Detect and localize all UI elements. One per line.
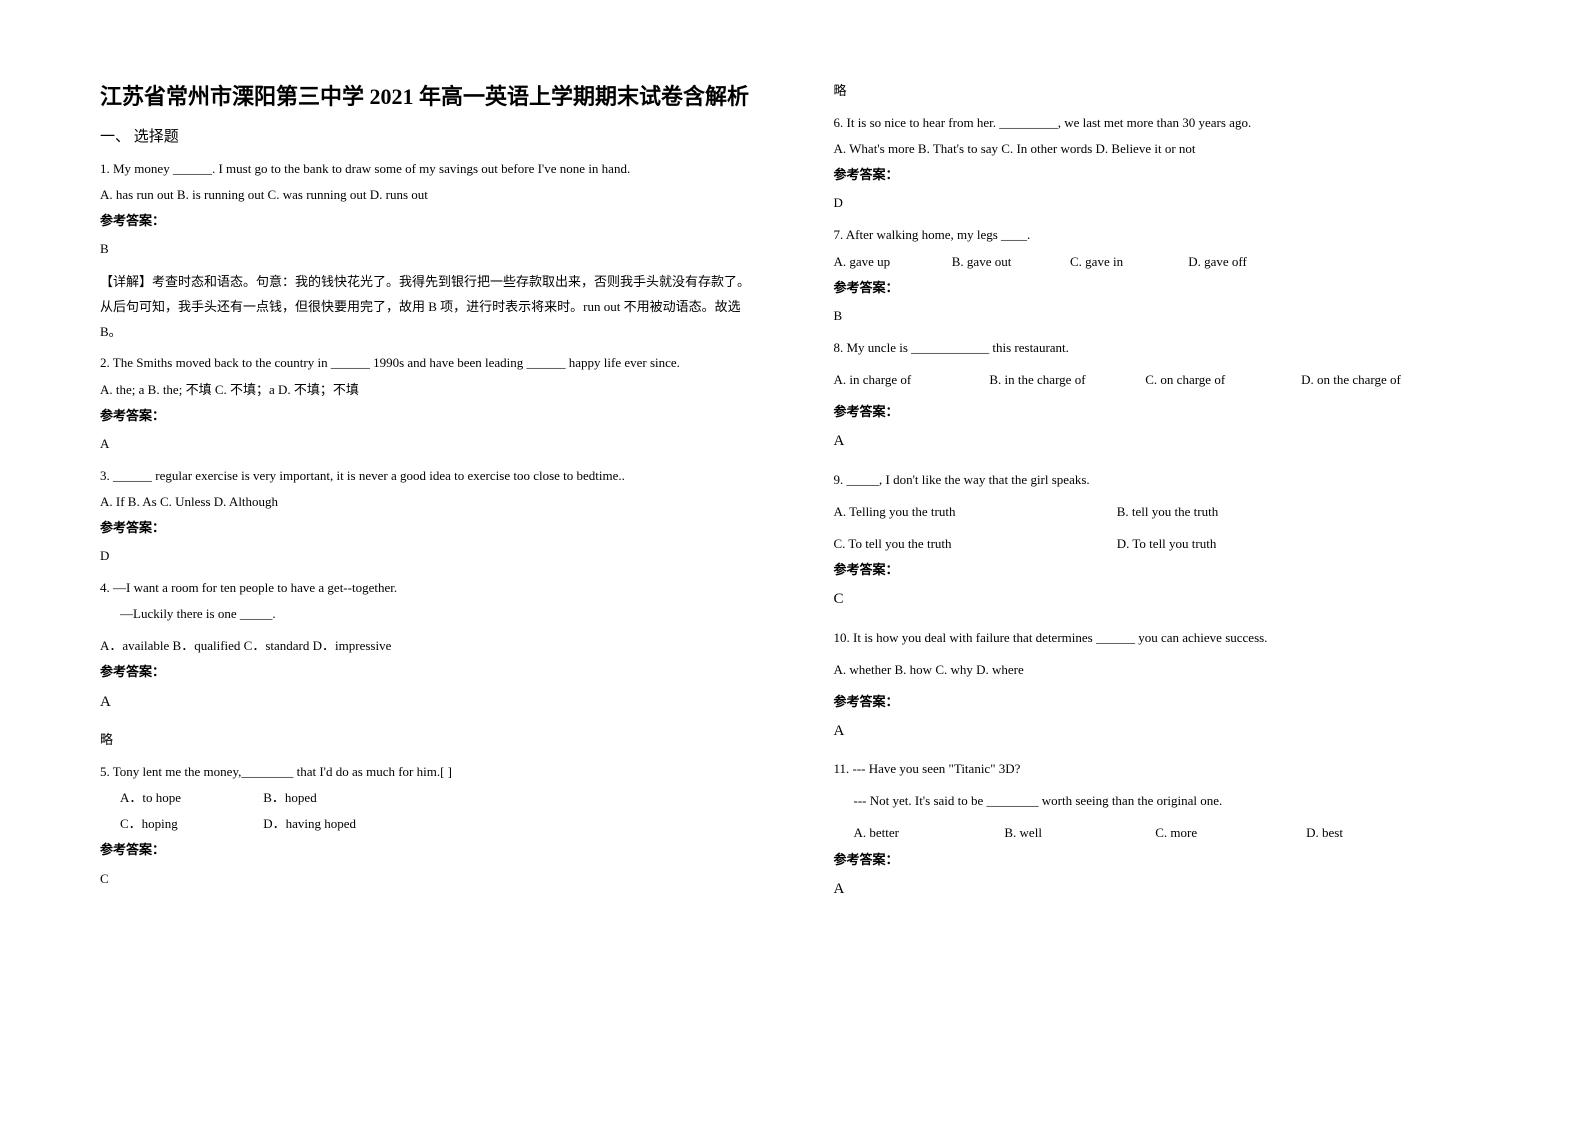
q1-options: A. has run out B. is running out C. was … [100, 184, 754, 206]
q1-explanation: 【详解】考查时态和语态。句意：我的钱快花光了。我得先到银行把一些存款取出来，否则… [100, 270, 754, 344]
q7-optB: B. gave out [952, 251, 1067, 273]
q3-answer: D [100, 545, 754, 567]
q5-note: 略 [834, 80, 1488, 102]
q5-optD: D．having hoped [263, 816, 356, 831]
q6-stem: 6. It is so nice to hear from her. _____… [834, 112, 1488, 134]
q2-options: A. the; a B. the; 不填 C. 不填；a D. 不填；不填 [100, 379, 754, 401]
page-content: 江苏省常州市溧阳第三中学 2021 年高一英语上学期期末试卷含解析 一、 选择题… [100, 80, 1487, 916]
q8-options: A. in charge of B. in the charge of C. o… [834, 369, 1488, 391]
q4-answer: A [100, 690, 754, 716]
q4-note: 略 [100, 729, 754, 751]
q8-optC: C. on charge of [1145, 369, 1301, 391]
q7-optC: C. gave in [1070, 251, 1185, 273]
q6-answer: D [834, 192, 1488, 214]
q11-optA: A. better [854, 822, 1005, 844]
q9-optA: A. Telling you the truth [834, 501, 1114, 523]
q1-stem: 1. My money ______. I must go to the ban… [100, 158, 754, 180]
q9-optC: C. To tell you the truth [834, 533, 1114, 555]
q7-stem: 7. After walking home, my legs ____. [834, 224, 1488, 246]
q9-options-row1: A. Telling you the truth B. tell you the… [834, 501, 1488, 523]
q5-answer-label: 参考答案： [100, 839, 754, 861]
q4-stem: 4. —I want a room for ten people to have… [100, 577, 754, 599]
q7-answer-label: 参考答案： [834, 277, 1488, 299]
q11-answer-label: 参考答案： [834, 849, 1488, 871]
q7-answer: B [834, 305, 1488, 327]
section-header: 一、 选择题 [100, 125, 754, 146]
q11-optD: D. best [1306, 822, 1457, 844]
q5-options-row1: A．to hope B．hoped [120, 787, 754, 809]
q5-optA: A．to hope [120, 787, 260, 809]
q8-optB: B. in the charge of [989, 369, 1145, 391]
q8-optA: A. in charge of [834, 369, 990, 391]
q8-optD: D. on the charge of [1301, 369, 1457, 391]
q6-options: A. What's more B. That's to say C. In ot… [834, 138, 1488, 160]
q5-options-row2: C．hoping D．having hoped [120, 813, 754, 835]
q7-optD: D. gave off [1188, 254, 1247, 269]
q4-answer-label: 参考答案： [100, 661, 754, 683]
right-column: 略 6. It is so nice to hear from her. ___… [834, 80, 1488, 916]
q11-stem2: --- Not yet. It's said to be ________ wo… [854, 790, 1488, 812]
q5-optC: C．hoping [120, 813, 260, 835]
q9-optB: B. tell you the truth [1117, 504, 1218, 519]
q2-stem: 2. The Smiths moved back to the country … [100, 352, 754, 374]
q3-options: A. If B. As C. Unless D. Although [100, 491, 754, 513]
q3-answer-label: 参考答案： [100, 517, 754, 539]
q2-answer-label: 参考答案： [100, 405, 754, 427]
q11-optB: B. well [1004, 822, 1155, 844]
q10-answer-label: 参考答案： [834, 691, 1488, 713]
q7-optA: A. gave up [834, 251, 949, 273]
q5-optB: B．hoped [263, 790, 316, 805]
q1-answer: B [100, 238, 754, 260]
left-column: 江苏省常州市溧阳第三中学 2021 年高一英语上学期期末试卷含解析 一、 选择题… [100, 80, 754, 916]
q11-answer: A [834, 877, 1488, 903]
exam-title: 江苏省常州市溧阳第三中学 2021 年高一英语上学期期末试卷含解析 [100, 80, 754, 113]
q10-options: A. whether B. how C. why D. where [834, 659, 1488, 681]
q2-answer: A [100, 433, 754, 455]
q11-stem: 11. --- Have you seen "Titanic" 3D? [834, 758, 1488, 780]
q4-stem2: —Luckily there is one _____. [120, 603, 754, 625]
q9-answer: C [834, 587, 1488, 613]
q1-answer-label: 参考答案： [100, 210, 754, 232]
q5-answer: C [100, 868, 754, 890]
q6-answer-label: 参考答案： [834, 164, 1488, 186]
q7-options: A. gave up B. gave out C. gave in D. gav… [834, 251, 1488, 273]
q9-optD: D. To tell you truth [1117, 536, 1217, 551]
q9-answer-label: 参考答案： [834, 559, 1488, 581]
q9-options-row2: C. To tell you the truth D. To tell you … [834, 533, 1488, 555]
q10-stem: 10. It is how you deal with failure that… [834, 627, 1488, 649]
q11-optC: C. more [1155, 822, 1306, 844]
q11-options: A. better B. well C. more D. best [854, 822, 1488, 844]
q9-stem: 9. _____, I don't like the way that the … [834, 469, 1488, 491]
q4-options: A．available B．qualified C．standard D．imp… [100, 635, 754, 657]
q3-stem: 3. ______ regular exercise is very impor… [100, 465, 754, 487]
q8-answer-label: 参考答案： [834, 401, 1488, 423]
q8-stem: 8. My uncle is ____________ this restaur… [834, 337, 1488, 359]
q8-answer: A [834, 429, 1488, 455]
q10-answer: A [834, 719, 1488, 745]
q5-stem: 5. Tony lent me the money,________ that … [100, 761, 754, 783]
